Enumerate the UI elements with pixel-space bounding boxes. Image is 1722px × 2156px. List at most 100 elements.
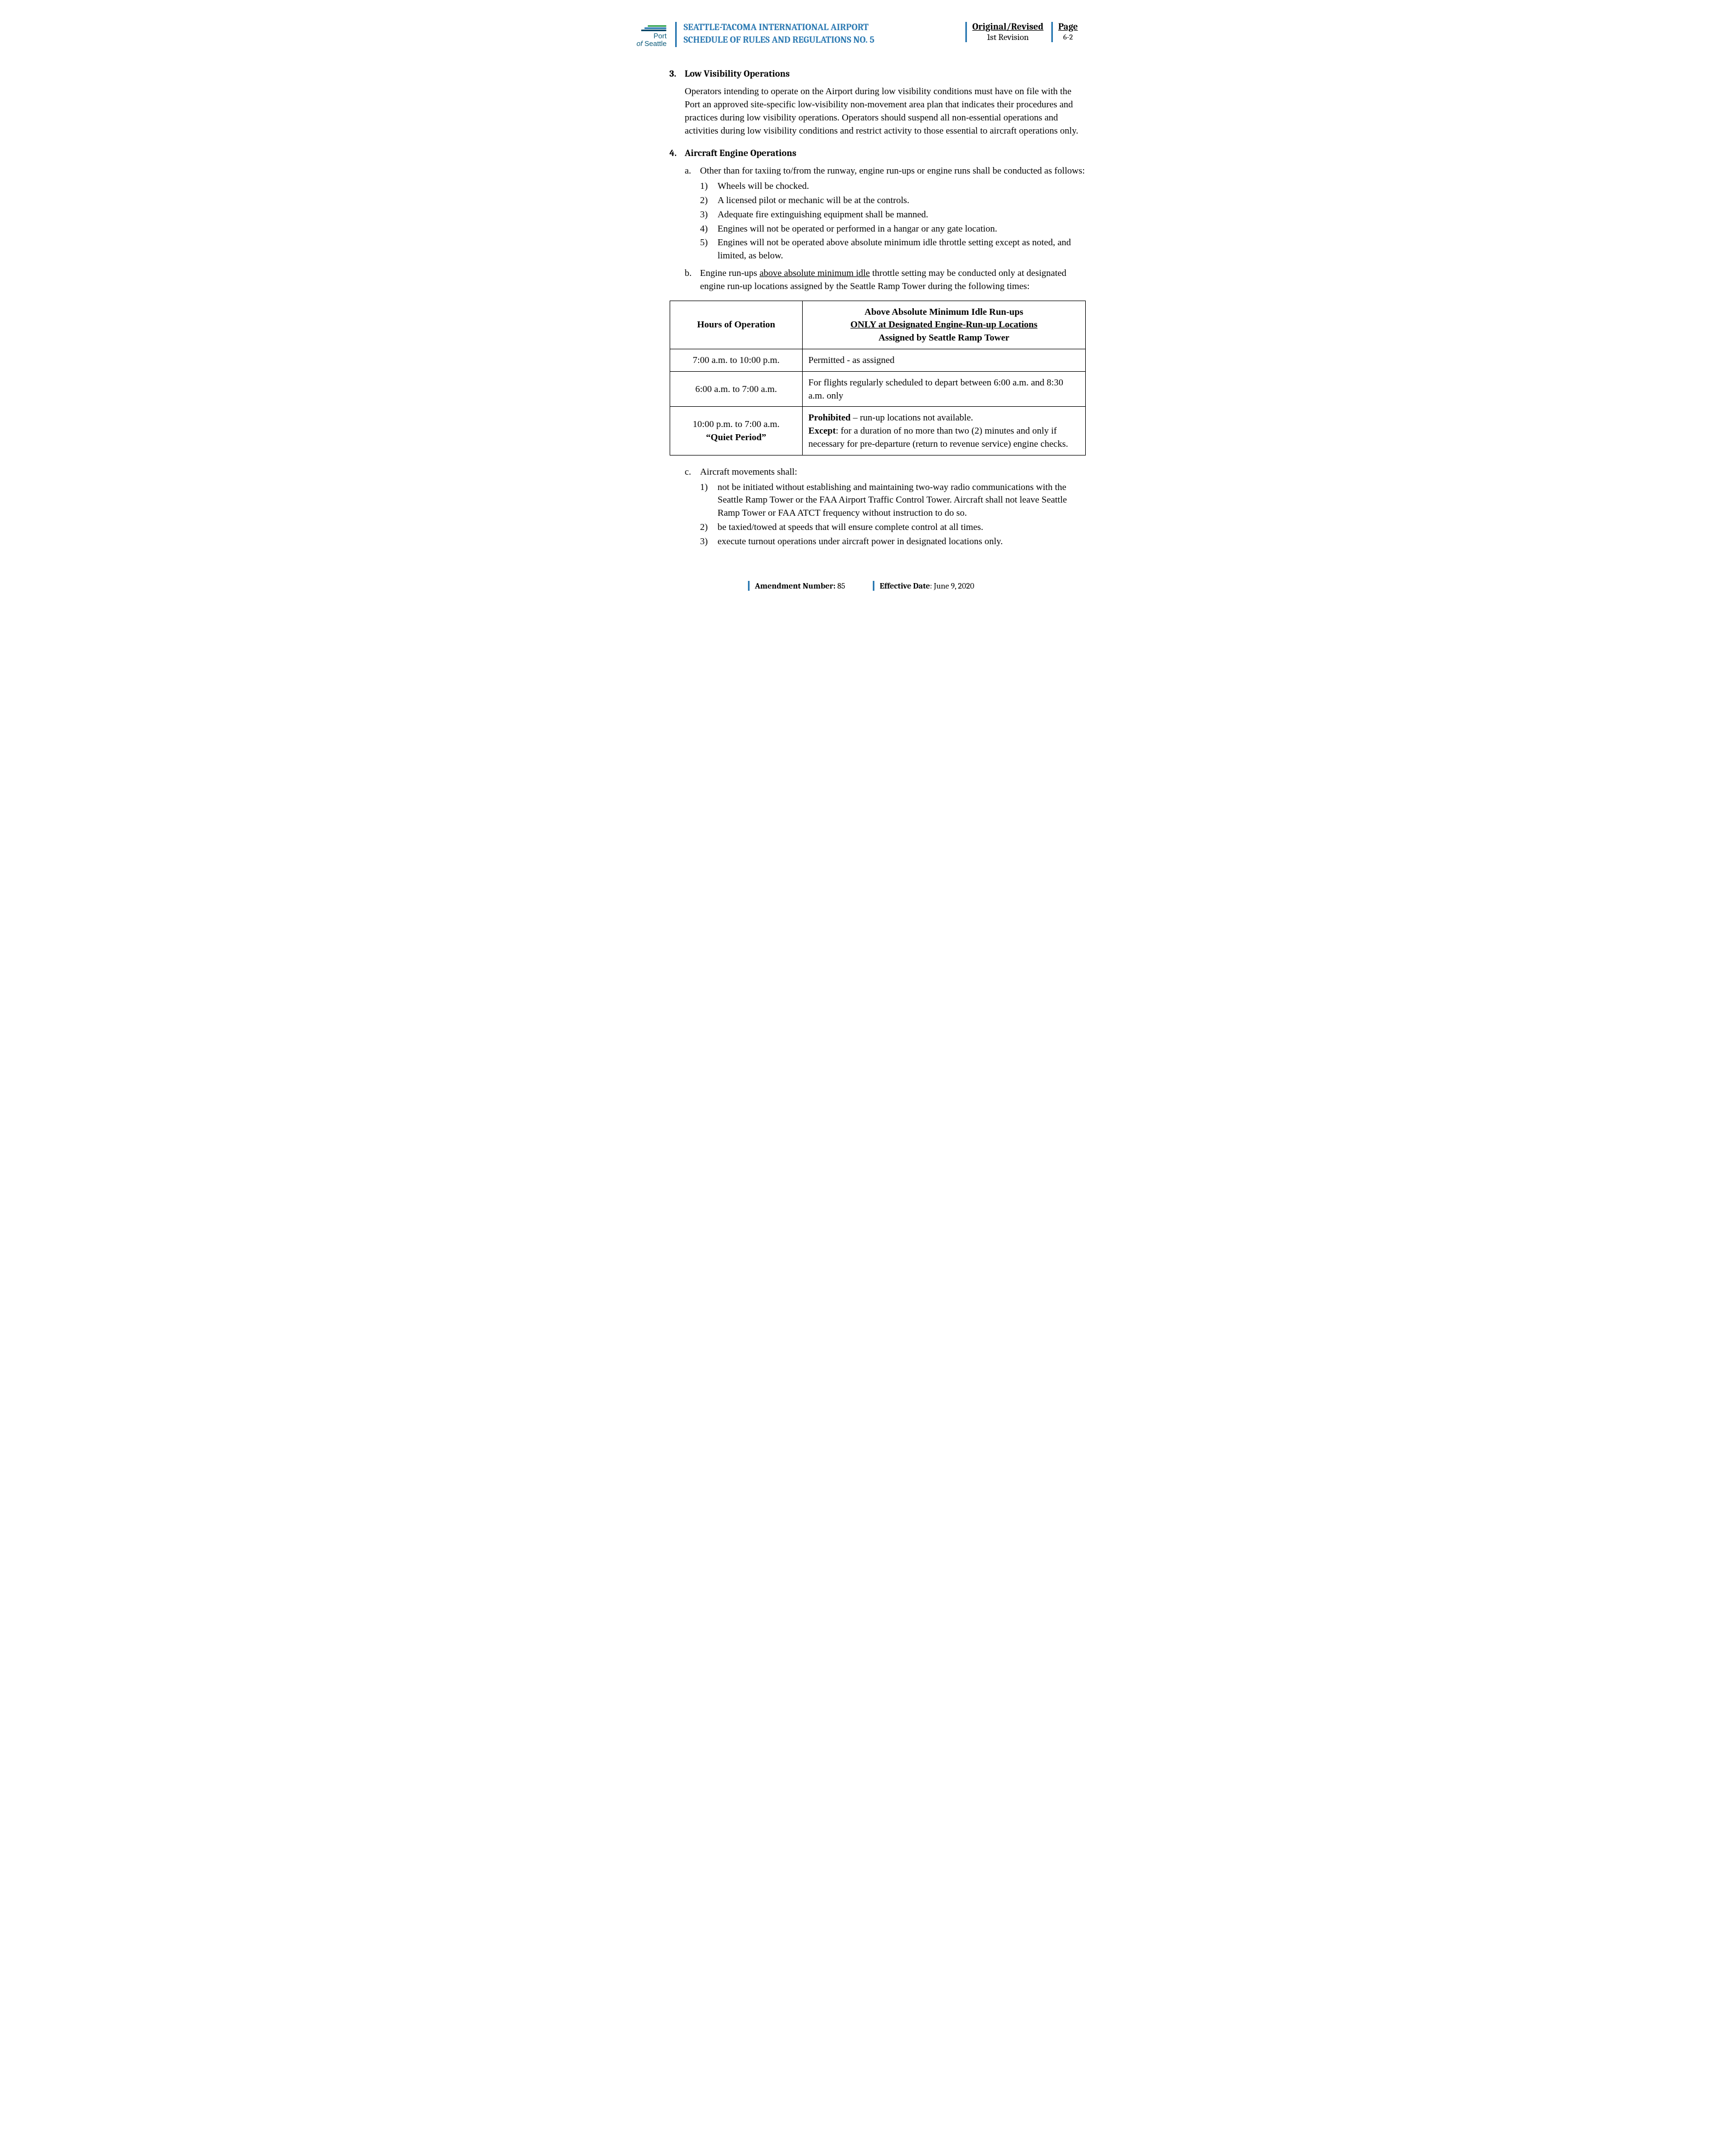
- page-label: Page: [1058, 22, 1078, 32]
- effective-label: Effective Date: [880, 581, 930, 591]
- section-4a: a. Other than for taxiing to/from the ru…: [685, 164, 1086, 292]
- runup-table: Hours of Operation Above Absolute Minimu…: [670, 301, 1086, 456]
- cell-rule-mid1: – run-up locations not available.: [851, 412, 974, 423]
- item-4a-marker: a.: [685, 164, 695, 177]
- col2-header-line1: Above Absolute Minimum Idle Run-ups: [865, 307, 1023, 317]
- logo-seattle: Seattle: [644, 39, 666, 48]
- cell-rule-bold2: Except: [808, 425, 836, 436]
- item-4a: a. Other than for taxiing to/from the ru…: [685, 164, 1086, 177]
- item-4b: b. Engine run-ups above absolute minimum…: [685, 267, 1086, 293]
- item-4b-marker: b.: [685, 267, 695, 293]
- list-item: 1) not be initiated without establishing…: [700, 481, 1086, 520]
- cell-hours: 10:00 p.m. to 7:00 a.m. “Quiet Period”: [670, 407, 803, 455]
- num-text: Adequate fire extinguishing equipment sh…: [718, 208, 929, 221]
- cell-rule: For flights regularly scheduled to depar…: [803, 371, 1085, 407]
- num-marker: 5): [700, 236, 712, 262]
- num-marker: 3): [700, 535, 712, 548]
- effective-value: : June 9, 2020: [930, 581, 974, 591]
- table-row: 10:00 p.m. to 7:00 a.m. “Quiet Period” P…: [670, 407, 1085, 455]
- cell-hours: 6:00 a.m. to 7:00 a.m.: [670, 371, 803, 407]
- num-text: Engines will not be operated or performe…: [718, 222, 998, 235]
- cell-rule-mid2: : for a duration of no more than two (2)…: [808, 425, 1068, 449]
- section-4-heading: 4. Aircraft Engine Operations: [670, 147, 1086, 160]
- logo-bar: [641, 30, 666, 31]
- list-4c: 1) not be initiated without establishing…: [700, 481, 1086, 548]
- amendment-label: Amendment Number:: [755, 581, 838, 591]
- section-3: 3. Low Visibility Operations Operators i…: [685, 68, 1086, 137]
- revised-value: 1st Revision: [972, 32, 1044, 42]
- cell-hours: 7:00 a.m. to 10:00 p.m.: [670, 349, 803, 371]
- list-item: 4) Engines will not be operated or perfo…: [700, 222, 1086, 235]
- num-text: not be initiated without establishing an…: [718, 481, 1086, 520]
- logo-line1: Port: [654, 32, 667, 40]
- num-text: execute turnout operations under aircraf…: [718, 535, 1003, 548]
- section-3-heading: 3. Low Visibility Operations: [670, 68, 1086, 81]
- num-marker: 3): [700, 208, 712, 221]
- section-3-para: Operators intending to operate on the Ai…: [685, 85, 1086, 137]
- section-4-marker: 4.: [670, 147, 681, 160]
- header-title: SEATTLE-TACOMA INTERNATIONAL AIRPORT SCH…: [675, 22, 956, 47]
- cell-rule: Permitted - as assigned: [803, 349, 1085, 371]
- port-logo: Port of Seattle: [637, 22, 667, 48]
- logo-of: of: [637, 39, 643, 48]
- num-text: be taxied/towed at speeds that will ensu…: [718, 521, 983, 534]
- list-item: 3) execute turnout operations under airc…: [700, 535, 1086, 548]
- content: 3. Low Visibility Operations Operators i…: [685, 68, 1086, 548]
- cell-rule: Prohibited – run-up locations not availa…: [803, 407, 1085, 455]
- num-text: Wheels will be chocked.: [718, 180, 809, 193]
- logo-mark-icon: [641, 25, 666, 31]
- header-title-line2: SCHEDULE OF RULES AND REGULATIONS NO. 5: [683, 34, 956, 47]
- section-4: 4. Aircraft Engine Operations a. Other t…: [685, 147, 1086, 548]
- footer-effective: Effective Date: June 9, 2020: [873, 581, 975, 591]
- revised-label: Original/Revised: [972, 22, 1044, 32]
- table-row: 7:00 a.m. to 10:00 p.m. Permitted - as a…: [670, 349, 1085, 371]
- cell-hours-line1: 10:00 p.m. to 7:00 a.m.: [693, 419, 780, 429]
- num-marker: 1): [700, 180, 712, 193]
- cell-rule-bold1: Prohibited: [808, 412, 850, 423]
- header-page: Page 6-2: [1051, 22, 1086, 42]
- table-row: 6:00 a.m. to 7:00 a.m. For flights regul…: [670, 371, 1085, 407]
- logo-bar: [644, 27, 666, 29]
- item-4a-text: Other than for taxiing to/from the runwa…: [700, 164, 1085, 177]
- list-4a: 1) Wheels will be chocked. 2) A licensed…: [700, 180, 1086, 262]
- page: Port of Seattle SEATTLE-TACOMA INTERNATI…: [609, 0, 1113, 613]
- col2-header: Above Absolute Minimum Idle Run-ups ONLY…: [803, 301, 1085, 349]
- num-marker: 4): [700, 222, 712, 235]
- col1-header: Hours of Operation: [670, 301, 803, 349]
- section-3-title: Low Visibility Operations: [685, 68, 790, 81]
- col2-header-line2: ONLY at Designated Engine-Run-up Locatio…: [850, 319, 1038, 330]
- logo-text: Port: [654, 32, 667, 40]
- num-text: A licensed pilot or mechanic will be at …: [718, 194, 909, 207]
- footer-amendment: Amendment Number: 85: [748, 581, 845, 591]
- section-4c: c. Aircraft movements shall: 1) not be i…: [685, 465, 1086, 548]
- item-4b-underline: above absolute minimum idle: [759, 268, 870, 278]
- header-revised: Original/Revised 1st Revision: [965, 22, 1051, 42]
- cell-hours-line2: “Quiet Period”: [706, 432, 766, 442]
- item-4b-pre: Engine run-ups: [700, 268, 760, 278]
- table: Hours of Operation Above Absolute Minimu…: [670, 301, 1086, 456]
- item-4b-text: Engine run-ups above absolute minimum id…: [700, 267, 1086, 293]
- item-4c: c. Aircraft movements shall:: [685, 465, 1086, 479]
- num-text: Engines will not be operated above absol…: [718, 236, 1086, 262]
- page-header: Port of Seattle SEATTLE-TACOMA INTERNATI…: [637, 22, 1086, 48]
- item-4c-text: Aircraft movements shall:: [700, 465, 798, 479]
- section-3-marker: 3.: [670, 68, 681, 81]
- num-marker: 2): [700, 194, 712, 207]
- item-4c-marker: c.: [685, 465, 695, 479]
- page-footer: Amendment Number: 85 Effective Date: Jun…: [637, 581, 1086, 591]
- header-title-line1: SEATTLE-TACOMA INTERNATIONAL AIRPORT: [683, 22, 956, 34]
- header-meta: Original/Revised 1st Revision Page 6-2: [965, 22, 1086, 42]
- logo-bar: [648, 25, 666, 27]
- list-item: 1) Wheels will be chocked.: [700, 180, 1086, 193]
- col2-header-line3: Assigned by Seattle Ramp Tower: [878, 332, 1009, 343]
- num-marker: 2): [700, 521, 712, 534]
- section-4-title: Aircraft Engine Operations: [685, 147, 797, 160]
- list-item: 5) Engines will not be operated above ab…: [700, 236, 1086, 262]
- list-item: 3) Adequate fire extinguishing equipment…: [700, 208, 1086, 221]
- logo-line2: of Seattle: [637, 40, 667, 48]
- page-value: 6-2: [1058, 32, 1078, 42]
- list-item: 2) A licensed pilot or mechanic will be …: [700, 194, 1086, 207]
- list-item: 2) be taxied/towed at speeds that will e…: [700, 521, 1086, 534]
- table-header-row: Hours of Operation Above Absolute Minimu…: [670, 301, 1085, 349]
- amendment-value: 85: [837, 581, 845, 591]
